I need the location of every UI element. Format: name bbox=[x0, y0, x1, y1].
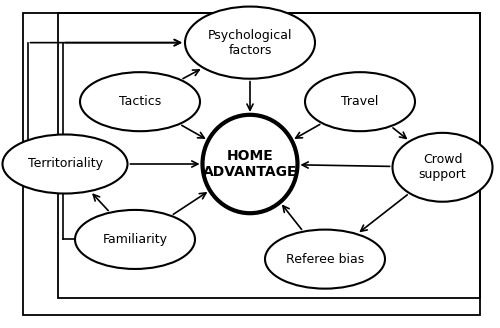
Ellipse shape bbox=[80, 72, 200, 131]
Text: Travel: Travel bbox=[342, 95, 378, 108]
Ellipse shape bbox=[2, 134, 128, 194]
Text: Tactics: Tactics bbox=[119, 95, 161, 108]
Ellipse shape bbox=[202, 115, 298, 213]
Bar bbox=[58, 13, 480, 298]
Ellipse shape bbox=[265, 230, 385, 289]
Text: Referee bias: Referee bias bbox=[286, 253, 364, 266]
Text: Crowd
support: Crowd support bbox=[418, 153, 467, 181]
Ellipse shape bbox=[392, 133, 492, 202]
Text: HOME
ADVANTAGE: HOME ADVANTAGE bbox=[203, 149, 297, 179]
Text: Psychological
factors: Psychological factors bbox=[208, 29, 292, 57]
Text: Territoriality: Territoriality bbox=[28, 157, 102, 171]
Ellipse shape bbox=[75, 210, 195, 269]
Ellipse shape bbox=[305, 72, 415, 131]
Text: Familiarity: Familiarity bbox=[102, 233, 168, 246]
Ellipse shape bbox=[185, 7, 315, 79]
